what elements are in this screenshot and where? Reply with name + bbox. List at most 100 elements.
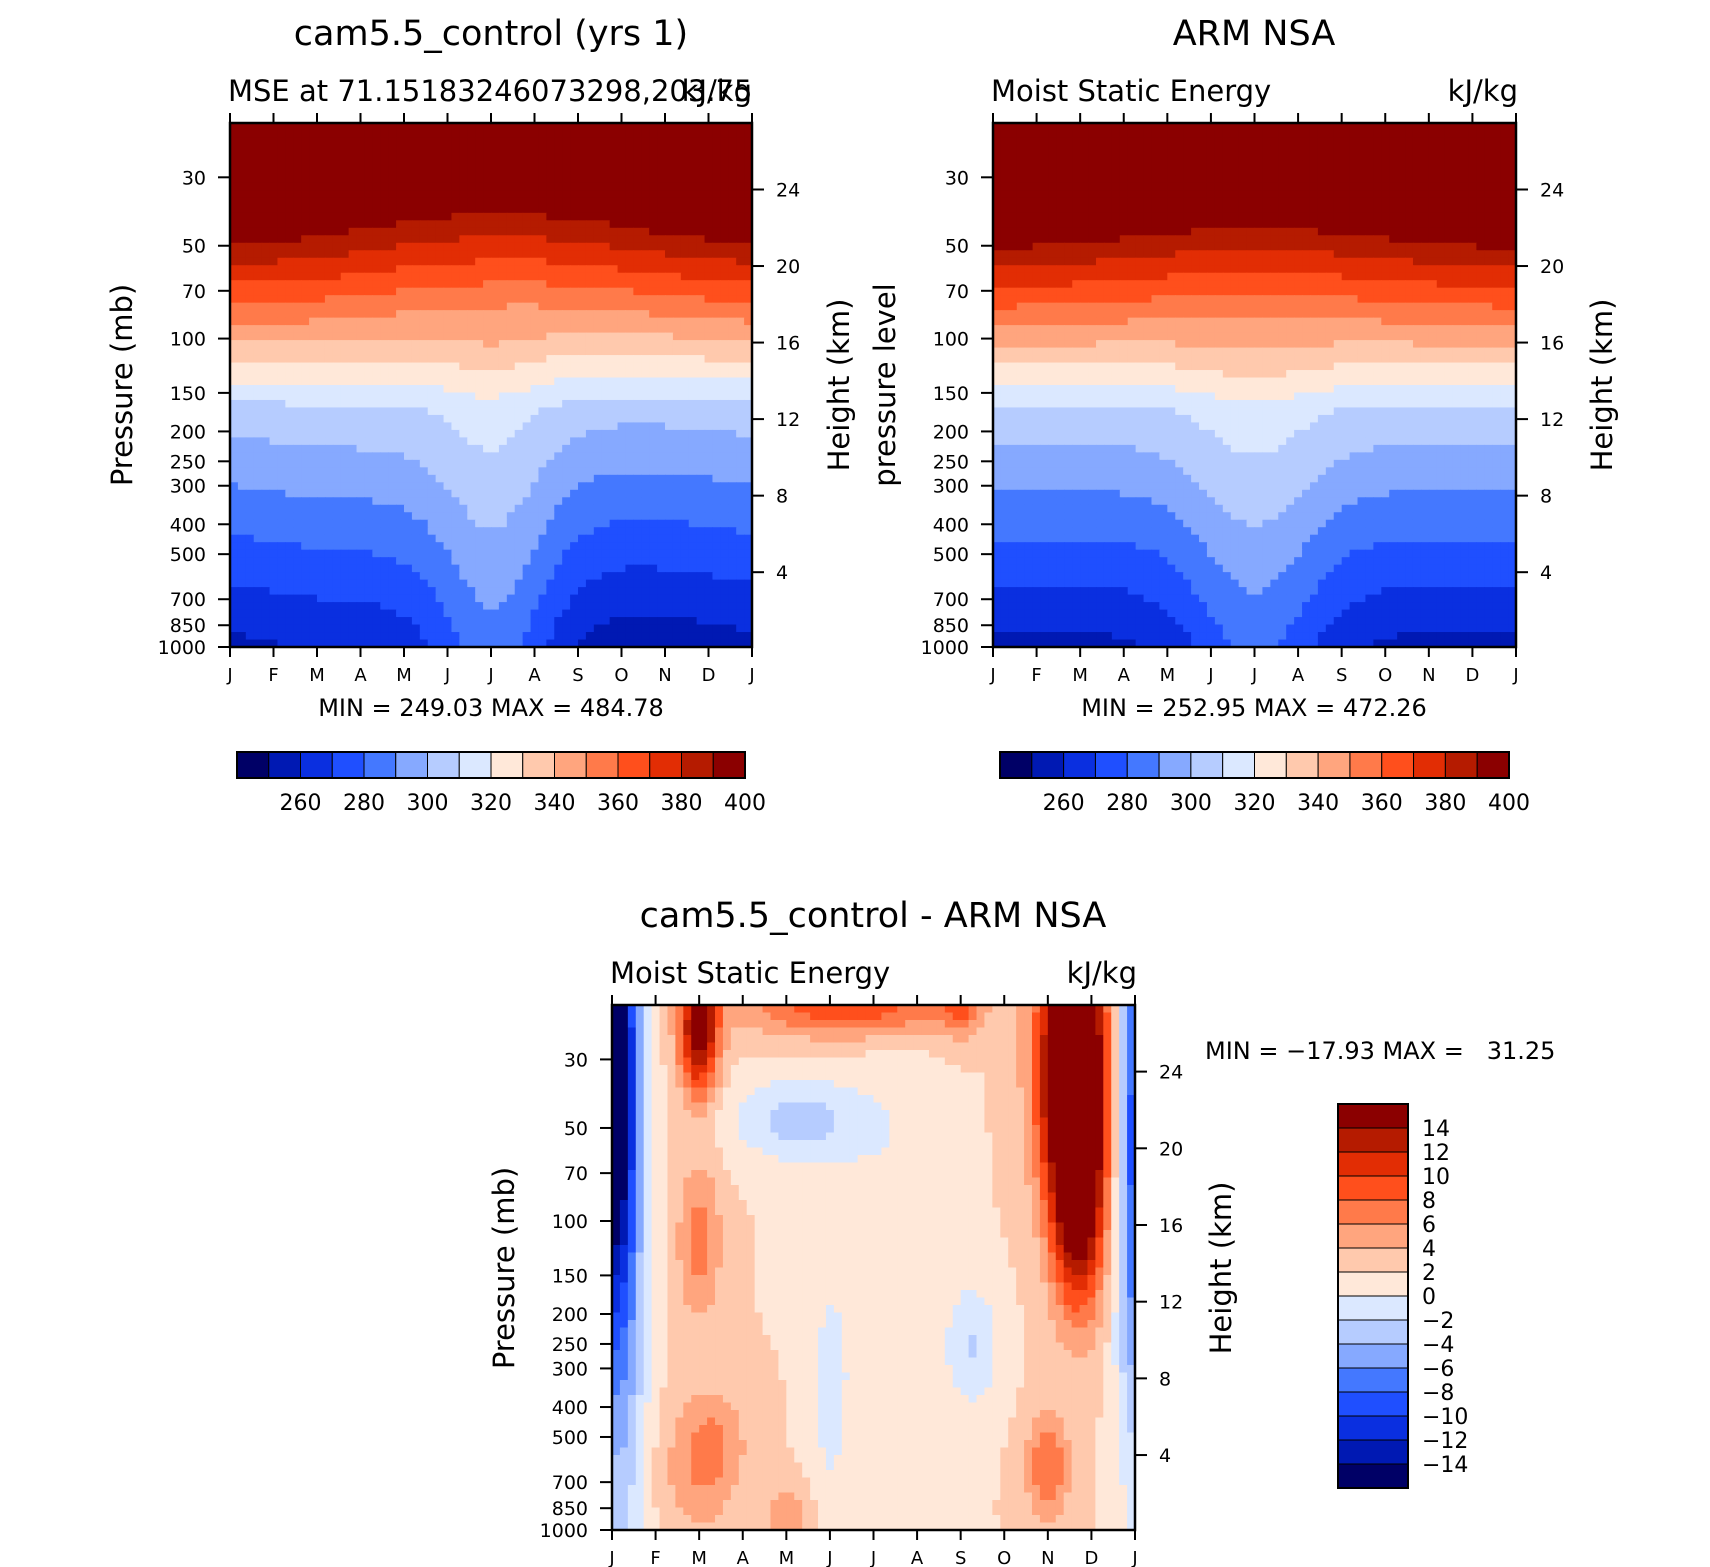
field-cell <box>720 385 729 394</box>
field-cell <box>285 467 294 476</box>
field-cell <box>411 295 421 304</box>
field-cell <box>593 549 603 558</box>
field-cell <box>578 594 587 603</box>
field-cell <box>585 370 595 379</box>
field-cell <box>696 385 706 394</box>
x-tick-label: J <box>487 665 493 686</box>
field-cell <box>538 332 547 341</box>
field-cell <box>498 197 508 206</box>
field-cell <box>641 579 650 588</box>
field-cell <box>688 632 698 641</box>
x-tick-label: J <box>748 665 754 686</box>
field-cell <box>324 385 334 394</box>
field-cell <box>364 295 373 304</box>
field-cell <box>1436 137 1446 147</box>
field-cell <box>396 340 405 349</box>
field-cell <box>633 340 642 349</box>
field-cell <box>1088 130 1097 139</box>
field-cell <box>506 617 516 626</box>
field-cell <box>736 602 745 611</box>
field-cell <box>340 355 350 364</box>
field-cell <box>411 542 421 551</box>
field-cell <box>491 123 500 132</box>
field-cell <box>617 257 627 266</box>
field-cell <box>665 370 674 379</box>
field-cell <box>704 444 714 453</box>
field-cell <box>277 265 286 274</box>
field-cell <box>1294 130 1303 139</box>
field-cell <box>728 557 737 566</box>
field-cell <box>704 242 714 251</box>
field-cell <box>340 235 350 244</box>
field-cell <box>728 399 737 409</box>
field-cell <box>649 212 658 221</box>
field-cell <box>404 632 413 641</box>
field-cell <box>1000 137 1010 147</box>
field-cell <box>1048 145 1057 154</box>
field-cell <box>1096 130 1105 139</box>
field-cell <box>293 572 302 581</box>
field-cell <box>317 617 326 626</box>
field-cell <box>356 175 366 184</box>
field-cell <box>720 362 729 371</box>
field-cell <box>309 152 318 162</box>
field-cell <box>372 340 381 349</box>
field-cell <box>680 197 690 206</box>
field-cell <box>301 295 310 304</box>
field-cell <box>451 272 460 281</box>
field-cell <box>585 190 595 199</box>
field-cell <box>570 302 579 311</box>
field-cell <box>237 557 247 566</box>
field-cell <box>1405 137 1414 147</box>
field-cell <box>736 332 745 341</box>
field-cell <box>609 512 619 521</box>
field-cell <box>309 190 318 199</box>
field-cell <box>617 632 627 641</box>
field-cell <box>688 295 698 304</box>
field-cell <box>277 512 286 521</box>
field-cell <box>475 205 484 214</box>
field-cell <box>411 452 421 461</box>
field-cell <box>451 332 460 341</box>
field-cell <box>649 377 658 386</box>
field-cell <box>261 242 271 251</box>
field-cell <box>404 429 413 438</box>
field-cell <box>261 227 271 236</box>
field-cell <box>348 482 358 491</box>
field-cell <box>736 407 745 416</box>
field-cell <box>546 624 555 633</box>
field-cell <box>680 429 690 438</box>
field-cell <box>301 467 310 476</box>
field-cell <box>680 579 690 588</box>
field-cell <box>467 609 476 618</box>
field-cell <box>1349 130 1359 139</box>
field-cell <box>688 182 698 191</box>
field-cell <box>744 549 752 558</box>
field-cell <box>688 302 698 311</box>
field-cell <box>672 212 682 221</box>
field-cell <box>293 557 302 566</box>
field-cell <box>269 265 279 274</box>
field-cell <box>459 632 468 641</box>
field-cell <box>475 280 484 289</box>
field-cell <box>380 250 389 259</box>
field-cell <box>372 437 381 446</box>
field-cell <box>285 542 294 551</box>
field-cell <box>285 564 294 573</box>
field-cell <box>514 542 524 551</box>
field-cell <box>736 317 745 326</box>
field-cell <box>522 265 532 274</box>
field-cell <box>332 325 342 334</box>
field-cell <box>293 317 302 326</box>
field-cell <box>696 287 706 296</box>
field-cell <box>443 235 453 244</box>
field-cell <box>665 407 674 416</box>
field-cell <box>317 362 326 371</box>
field-cell <box>578 197 587 206</box>
field-cell <box>245 257 255 266</box>
field-cell <box>301 377 310 386</box>
field-cell <box>649 317 658 326</box>
field-cell <box>388 227 397 236</box>
field-cell <box>459 385 468 394</box>
field-cell <box>665 123 674 132</box>
